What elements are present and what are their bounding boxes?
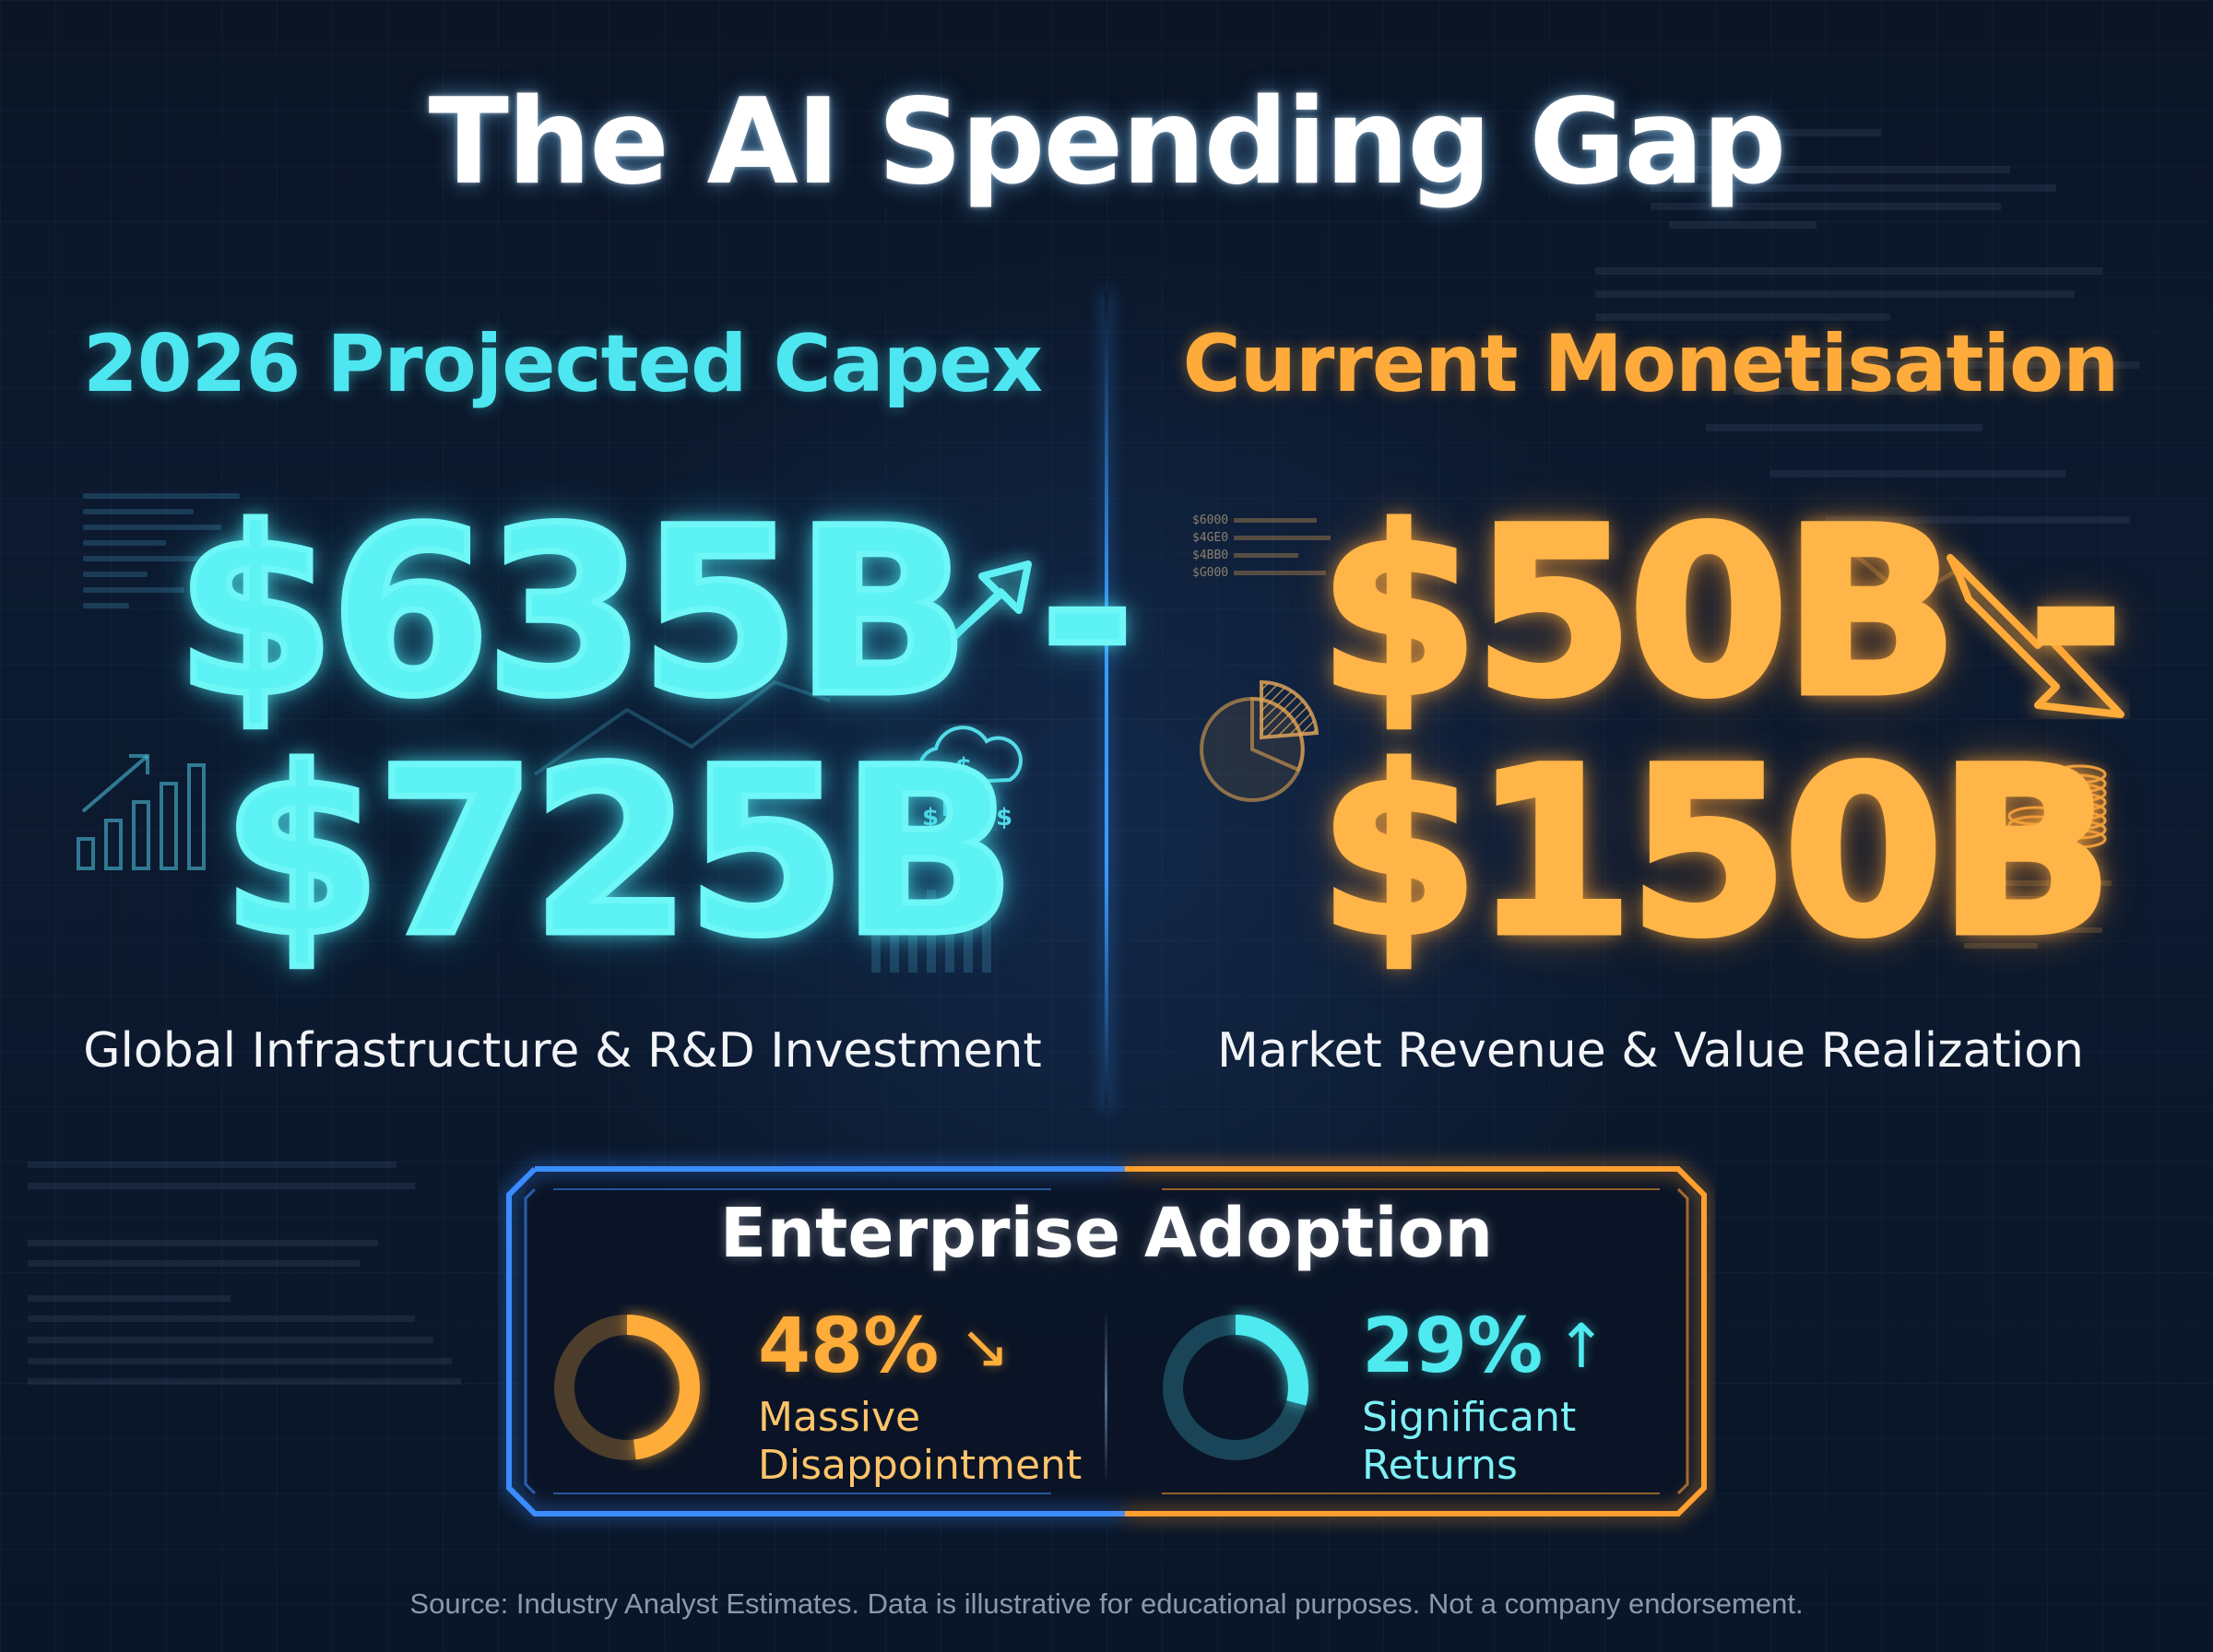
code-texture-decoration	[1595, 129, 2139, 524]
coin-stack-icon	[2007, 764, 2107, 849]
capex-value-low: $635B -	[172, 478, 1138, 747]
adoption-item-returns: 29% ↑ Significant Returns	[1362, 1309, 1607, 1490]
tick-label: $G000	[1192, 566, 1229, 580]
equalizer-bars-decoration	[871, 867, 991, 973]
monetisation-heading: Current Monetisation	[1182, 318, 2120, 410]
data-lines-decoration	[1964, 880, 2130, 959]
monetisation-value-high: $150B	[1315, 718, 2116, 986]
returns-donut	[1163, 1315, 1308, 1460]
capex-value-high: $725B	[218, 718, 1019, 986]
adoption-item-disappointment: 48% ↘ Massive Disappointment	[758, 1309, 1082, 1490]
svg-text:$: $	[955, 832, 972, 859]
returns-label-line1: Significant	[1362, 1394, 1577, 1441]
tick-label: $4BB0	[1192, 549, 1229, 562]
returns-label-line2: Returns	[1362, 1442, 1518, 1489]
center-divider	[1105, 290, 1108, 1111]
trend-down-icon: ↘	[959, 1311, 1011, 1382]
trend-down-arrow-icon	[1853, 551, 2124, 718]
cloud-dollar-icon: $ $ $ $	[917, 726, 1023, 859]
trend-up-icon: ↑	[1556, 1311, 1607, 1382]
svg-text:$: $	[996, 804, 1012, 832]
tick-label: $6000	[1192, 513, 1229, 527]
page-title: The AI Spending Gap	[428, 74, 1787, 211]
pie-chart-icon	[1200, 679, 1320, 802]
bar-chart-icon	[77, 754, 206, 870]
trend-up-arrow-icon	[533, 560, 1032, 776]
tick-labels-decoration: $6000 $4GE0 $4BB0 $G000	[1192, 512, 1331, 582]
code-texture-decoration	[28, 1162, 461, 1385]
capex-heading: 2026 Projected Capex	[82, 318, 1043, 410]
data-lines-decoration	[83, 493, 249, 619]
capex-subtitle: Global Infrastructure & R&D Investment	[83, 1023, 1042, 1079]
disappointment-label-line2: Disappointment	[758, 1442, 1083, 1489]
monetisation-subtitle: Market Revenue & Value Realization	[1217, 1023, 2084, 1079]
monetisation-value-low: $50B -	[1315, 478, 2126, 747]
tick-label: $4GE0	[1192, 531, 1229, 545]
disappointment-donut	[554, 1315, 700, 1460]
disappointment-percent: 48%	[758, 1303, 940, 1390]
adoption-title: Enterprise Adoption	[719, 1194, 1494, 1273]
svg-text:$: $	[955, 753, 972, 781]
returns-percent: 29%	[1362, 1303, 1544, 1390]
svg-text:$: $	[922, 804, 939, 832]
source-note: Source: Industry Analyst Estimates. Data…	[409, 1587, 1804, 1620]
donut-arc	[1163, 1315, 1308, 1460]
disappointment-label-line1: Massive	[758, 1394, 921, 1441]
adoption-divider	[1105, 1309, 1107, 1484]
donut-arc	[554, 1315, 700, 1460]
